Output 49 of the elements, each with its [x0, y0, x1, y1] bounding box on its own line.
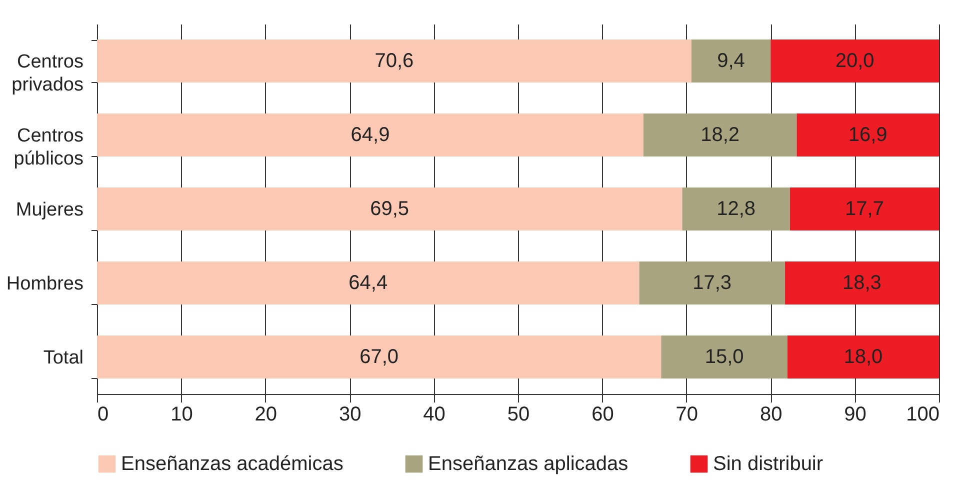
data-label: 64,4 [348, 272, 388, 294]
y-tick-label: Total [43, 348, 84, 368]
data-label: 18,2 [700, 124, 740, 146]
bar [682, 188, 790, 230]
legend-label: Enseñanzas aplicadas [428, 453, 628, 475]
data-label: 18,3 [842, 272, 882, 294]
x-tick-label: 30 [338, 404, 362, 426]
x-tick-label: 0 [98, 404, 109, 426]
bar [639, 262, 785, 304]
x-tick-label: 40 [423, 404, 446, 426]
x-tick-label: 80 [760, 404, 782, 426]
bar [691, 40, 771, 82]
data-label: 20,0 [835, 50, 874, 72]
bar [643, 114, 797, 156]
y-tick-label: Centros públicos [14, 126, 84, 170]
y-tick-label: Hombres [6, 274, 84, 294]
bar [97, 336, 662, 378]
bar [97, 262, 640, 304]
legend-label: Enseñanzas académicas [121, 453, 344, 475]
bar [787, 336, 939, 378]
data-label: 64,9 [350, 124, 390, 146]
data-label: 9,4 [717, 50, 745, 72]
data-label: 12,8 [716, 198, 756, 220]
bar [790, 188, 939, 230]
data-label: 18,0 [844, 346, 883, 368]
bar [97, 188, 682, 230]
x-tick-label: 70 [676, 404, 698, 426]
x-tick-label: 90 [844, 404, 866, 426]
data-label: 15,0 [704, 346, 744, 368]
x-tick-label: 100 [906, 404, 940, 426]
x-tick-label: 60 [592, 404, 614, 426]
x-tick-label: 10 [170, 404, 193, 426]
data-label: 17,7 [845, 198, 884, 220]
data-label: 67,0 [360, 346, 399, 368]
data-label: 17,3 [692, 272, 732, 294]
data-label: 70,6 [374, 50, 414, 72]
y-tick-label: Centros privados [12, 52, 84, 96]
bar [97, 114, 644, 156]
bar [97, 40, 692, 82]
bar [796, 114, 939, 156]
y-tick-label: Mujeres [16, 200, 84, 220]
bar [784, 262, 939, 304]
bar [770, 40, 939, 82]
x-tick-label: 50 [507, 404, 530, 426]
data-label: 69,5 [370, 198, 410, 220]
data-label: 16,9 [848, 124, 888, 146]
legend-label: Sin distribuir [713, 453, 824, 475]
x-tick-label: 20 [254, 404, 278, 426]
bar [661, 336, 788, 378]
